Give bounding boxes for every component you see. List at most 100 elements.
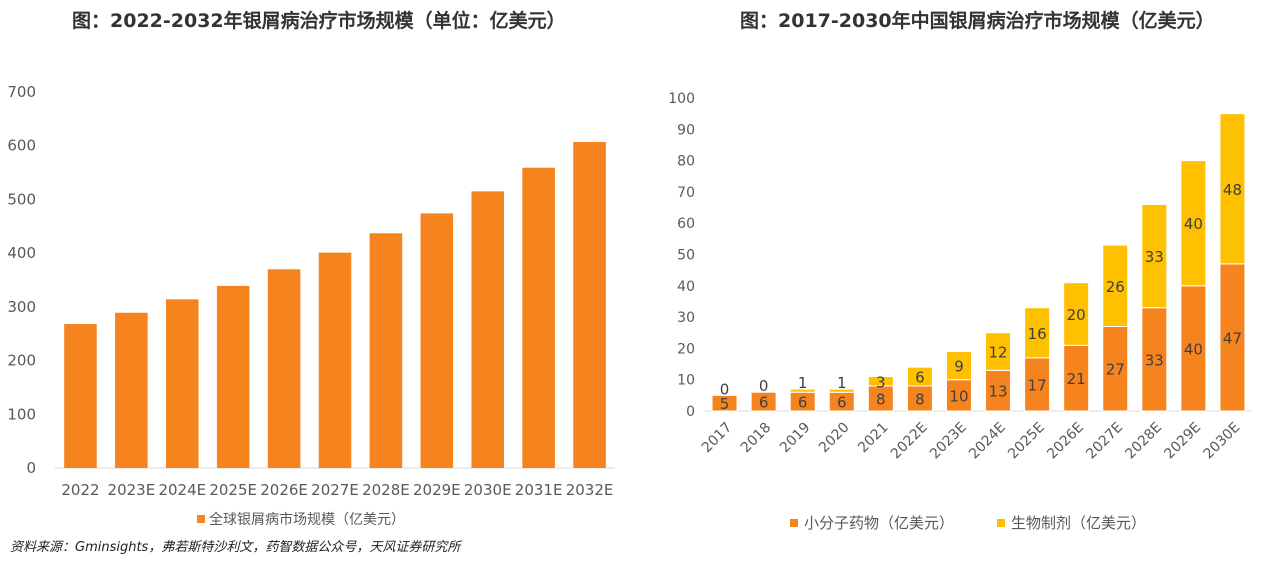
- x-tick-label: 2018: [738, 420, 775, 457]
- bar-biologics: [1102, 244, 1129, 327]
- bar: [318, 252, 352, 468]
- data-label-biologics: 33: [1145, 248, 1164, 266]
- x-tick-label: 2029E: [413, 481, 461, 499]
- data-label-biologics: 1: [837, 374, 847, 392]
- global-market-bar-chart: 0 100 200 300 400 500 600 700 2022 2023E 2024E 2025…: [7, 83, 615, 528]
- legend-swatch: [197, 515, 205, 523]
- x-tick-label: 2025E: [1005, 420, 1048, 463]
- x-tick-label: 2019: [777, 420, 814, 457]
- y-tick-label: 90: [677, 122, 695, 138]
- legend-swatch-biologics: [997, 519, 1005, 527]
- bar-biologics: [1180, 160, 1207, 287]
- bar-small-molecule: [1219, 263, 1246, 412]
- bar-biologics: [867, 376, 894, 387]
- x-tick-label: 2023E: [927, 420, 970, 463]
- x-tick-label: 2027E: [311, 481, 359, 499]
- x-tick-label: 2024E: [966, 420, 1009, 463]
- data-label-small-molecule: 8: [876, 390, 886, 408]
- y-tick-label: 400: [7, 244, 36, 262]
- y-tick-label: 30: [677, 310, 695, 326]
- y-tick-label: 200: [7, 352, 36, 370]
- y-tick-label: 600: [7, 137, 36, 155]
- data-label-small-molecule: 6: [798, 394, 808, 412]
- x-tick-label: 2027E: [1083, 420, 1126, 463]
- bar: [522, 167, 555, 469]
- china-market-stacked-bar-chart: 0102030405060708090100502017602018612019…: [668, 91, 1252, 532]
- x-tick-label: 2030E: [1201, 420, 1244, 463]
- x-tick-label: 2022E: [888, 420, 931, 463]
- bar: [216, 285, 250, 468]
- data-label-small-molecule: 6: [759, 394, 769, 412]
- bar-biologics: [985, 332, 1012, 371]
- bar: [369, 233, 403, 468]
- data-label-biologics: 16: [1028, 325, 1047, 343]
- x-tick-label: 2021: [855, 420, 892, 457]
- x-tick-label: 2026E: [1044, 420, 1087, 463]
- x-tick-label: 2032E: [566, 481, 614, 499]
- bar-small-molecule: [1180, 285, 1207, 412]
- data-label-biologics: 48: [1223, 181, 1242, 199]
- bar: [267, 269, 301, 468]
- data-label-small-molecule: 6: [837, 394, 847, 412]
- bar-small-molecule: [1141, 307, 1168, 412]
- data-label-small-molecule: 8: [915, 390, 925, 408]
- data-label-small-molecule: 5: [720, 395, 730, 413]
- x-tick-label: 2023E: [108, 481, 156, 499]
- y-tick-label: 80: [677, 154, 695, 170]
- left-chart-title: 图：2022-2032年银屑病治疗市场规模（单位：亿美元）: [72, 10, 566, 32]
- bar-biologics: [828, 388, 855, 393]
- legend-label-small-molecule: 小分子药物（亿美元）: [804, 514, 954, 532]
- x-tick-label: 2020: [816, 420, 853, 457]
- y-tick-label: 60: [677, 216, 695, 232]
- legend-label-biologics: 生物制剂（亿美元）: [1011, 514, 1146, 532]
- bar: [64, 324, 97, 468]
- source-note: 资料来源：Gminsights，弗若斯特沙利文，药智数据公众号，天风证券研究所: [10, 540, 461, 555]
- x-tick-label: 2028E: [1122, 420, 1165, 463]
- x-tick-label: 2030E: [464, 481, 512, 499]
- bar-biologics: [1024, 307, 1051, 359]
- bar-small-molecule: [906, 385, 933, 412]
- y-tick-label: 50: [677, 248, 695, 264]
- bar-biologics: [1141, 203, 1168, 309]
- x-tick-label: 2028E: [362, 481, 410, 499]
- x-tick-label: 2017: [699, 420, 736, 457]
- data-label-biologics: 20: [1067, 306, 1086, 324]
- bar-biologics: [906, 366, 933, 387]
- data-label-small-molecule: 27: [1106, 361, 1125, 379]
- bar: [573, 141, 606, 468]
- y-tick-label: 500: [7, 190, 36, 208]
- x-tick-label: 2031E: [515, 481, 563, 499]
- y-tick-label: 20: [677, 341, 695, 357]
- x-tick-label: 2024E: [158, 481, 206, 499]
- y-tick-label: 700: [7, 83, 36, 101]
- data-label-small-molecule: 17: [1028, 376, 1047, 394]
- bar-small-molecule: [1102, 325, 1129, 412]
- x-tick-label: 2022: [61, 481, 99, 499]
- bar-small-molecule: [750, 391, 777, 412]
- data-label-small-molecule: 47: [1223, 329, 1242, 347]
- bar-biologics: [1063, 282, 1090, 346]
- data-label-biologics: 9: [954, 358, 964, 376]
- bar-biologics: [789, 388, 816, 393]
- data-label-biologics: 1: [798, 374, 808, 392]
- bar-small-molecule: [945, 379, 972, 412]
- y-tick-label: 100: [668, 91, 695, 107]
- legend-swatch-small-molecule: [790, 519, 798, 527]
- y-tick-label: 300: [7, 298, 36, 316]
- right-chart-title: 图：2017-2030年中国银屑病治疗市场规模（亿美元）: [740, 10, 1215, 32]
- bar: [471, 191, 505, 468]
- data-label-small-molecule: 33: [1145, 351, 1164, 369]
- bar-biologics: [945, 351, 972, 381]
- x-tick-label: 2029E: [1161, 420, 1204, 463]
- data-label-biologics: 40: [1184, 215, 1203, 233]
- y-tick-label: 0: [26, 459, 36, 477]
- bar-small-molecule: [1024, 357, 1051, 412]
- bar-small-molecule: [711, 394, 738, 412]
- x-tick-label: 2026E: [260, 481, 308, 499]
- y-tick-label: 40: [677, 279, 695, 295]
- data-label-small-molecule: 21: [1067, 370, 1086, 388]
- bar: [420, 213, 454, 468]
- data-label-biologics: 3: [876, 373, 886, 391]
- y-tick-label: 0: [686, 404, 695, 420]
- y-tick-label: 70: [677, 185, 695, 201]
